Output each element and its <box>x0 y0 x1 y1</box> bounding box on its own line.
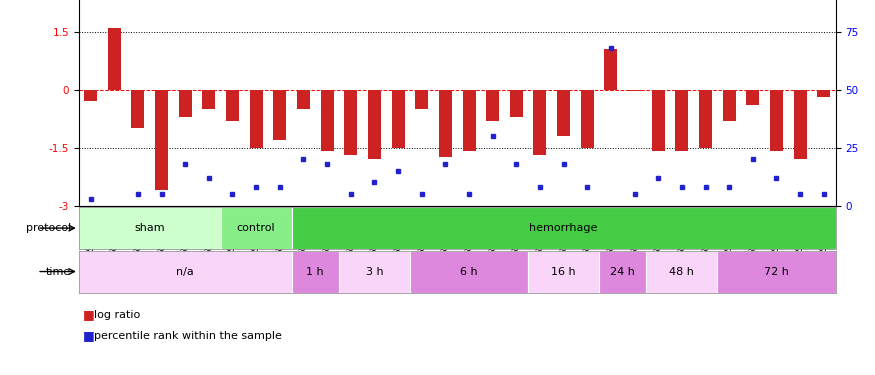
Text: 16 h: 16 h <box>551 267 576 276</box>
Bar <box>131 90 144 128</box>
Text: time: time <box>46 267 71 276</box>
Bar <box>817 90 830 97</box>
Bar <box>510 90 523 117</box>
Bar <box>249 90 262 148</box>
Bar <box>557 90 570 136</box>
Text: control: control <box>237 223 276 233</box>
Bar <box>605 49 618 90</box>
Text: 24 h: 24 h <box>611 267 635 276</box>
Text: 3 h: 3 h <box>366 267 383 276</box>
Text: 72 h: 72 h <box>764 267 789 276</box>
Text: ■: ■ <box>83 329 94 342</box>
Text: log ratio: log ratio <box>94 310 141 320</box>
Text: percentile rank within the sample: percentile rank within the sample <box>94 331 283 340</box>
Bar <box>439 90 452 157</box>
Text: ■: ■ <box>83 309 94 321</box>
Bar <box>628 90 641 92</box>
Text: hemorrhage: hemorrhage <box>529 223 598 233</box>
Bar <box>599 251 647 292</box>
Bar <box>410 251 528 292</box>
Bar <box>647 251 718 292</box>
Text: sham: sham <box>135 223 165 233</box>
Text: 48 h: 48 h <box>669 267 695 276</box>
Bar <box>202 90 215 109</box>
Bar <box>528 251 599 292</box>
Bar <box>391 90 404 148</box>
Bar <box>463 90 475 152</box>
Bar <box>108 28 121 90</box>
Bar <box>534 90 547 155</box>
Bar <box>79 251 291 292</box>
Bar <box>297 90 310 109</box>
Bar <box>220 207 291 249</box>
Bar <box>652 90 665 152</box>
Bar <box>581 90 594 148</box>
Text: protocol: protocol <box>26 223 71 233</box>
Text: n/a: n/a <box>176 267 194 276</box>
Bar <box>416 90 428 109</box>
Bar <box>723 90 736 120</box>
Bar <box>320 90 333 152</box>
Bar <box>155 90 168 190</box>
Bar <box>79 207 220 249</box>
Text: 6 h: 6 h <box>460 267 478 276</box>
Bar <box>273 90 286 140</box>
Bar <box>746 90 760 105</box>
Bar <box>487 90 499 120</box>
Bar <box>84 90 97 101</box>
Bar <box>770 90 783 152</box>
Bar <box>676 90 689 152</box>
Bar <box>339 251 410 292</box>
Bar <box>794 90 807 159</box>
Bar <box>344 90 357 155</box>
Bar <box>699 90 712 148</box>
Bar <box>718 251 836 292</box>
Bar <box>291 207 836 249</box>
Text: 1 h: 1 h <box>306 267 324 276</box>
Bar <box>368 90 381 159</box>
Bar <box>291 251 339 292</box>
Bar <box>226 90 239 120</box>
Bar <box>178 90 192 117</box>
